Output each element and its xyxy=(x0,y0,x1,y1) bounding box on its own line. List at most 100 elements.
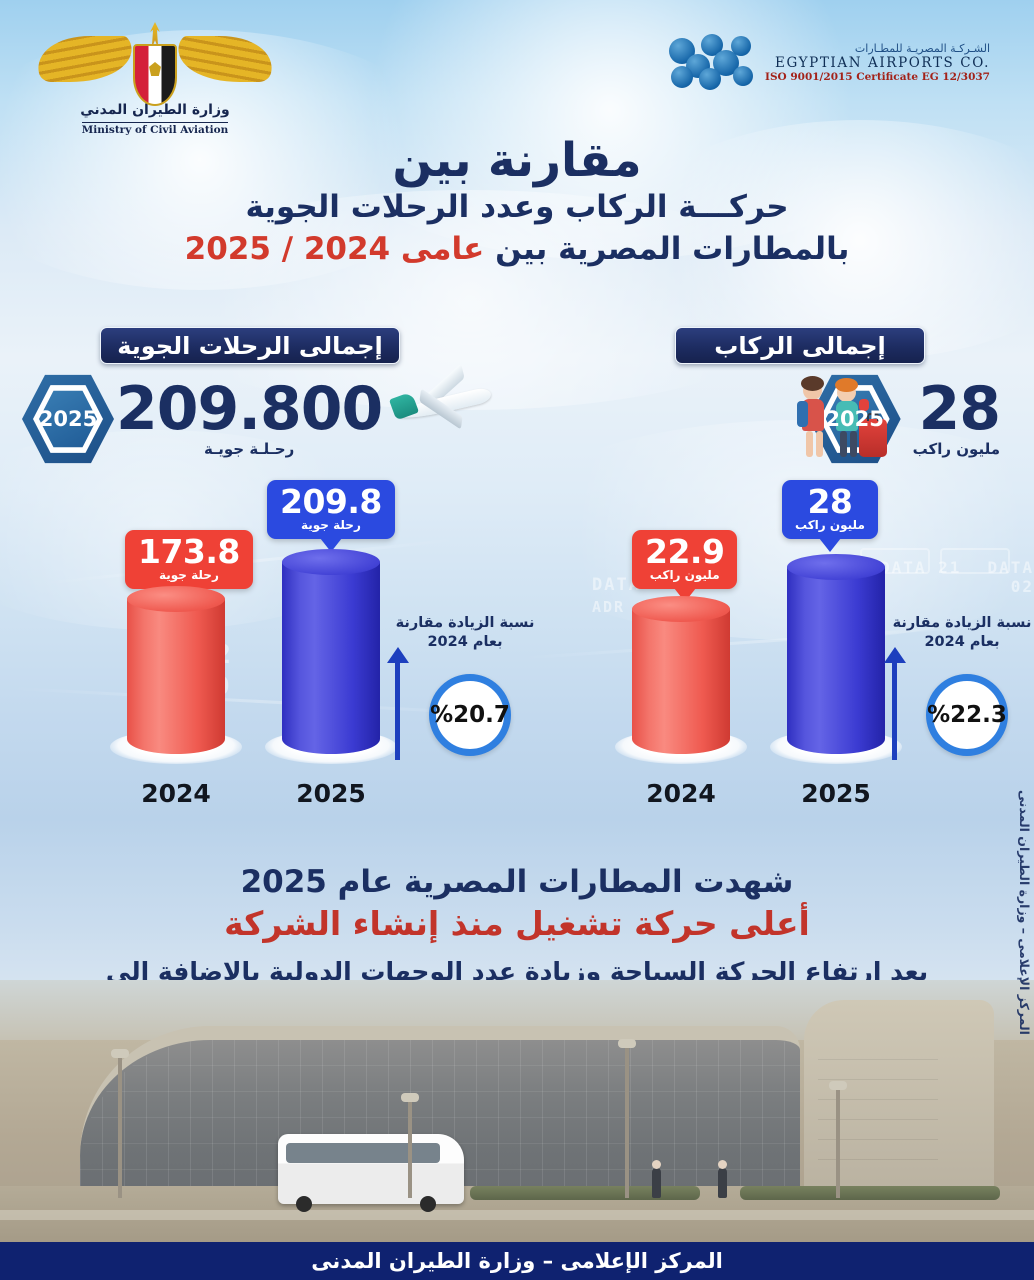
year-badge-flights: 2025 xyxy=(20,370,116,468)
summary-flights-unit: رحـلـة جويـة xyxy=(204,439,295,458)
summary-flights-value: 209.800 xyxy=(116,373,383,444)
bar-label-2025-flights: 209.8 رحلة جوية xyxy=(267,480,395,540)
summary-passengers-unit: مليون راكب xyxy=(912,439,1000,458)
bar-body xyxy=(127,599,225,754)
flights-chart: 173.8 رحلة جوية 209.8 رحلة جوية 2024 202… xyxy=(95,470,575,820)
bar-label-unit: مليون راكب xyxy=(795,518,865,532)
bar-top xyxy=(787,554,885,580)
title-line-1: مقارنة بين xyxy=(392,133,642,188)
title-line-3: بالمطارات المصرية بين عامى 2024 / 2025 xyxy=(0,229,1034,269)
bar-year-2025-flights: 2025 xyxy=(296,779,366,808)
street-lamp xyxy=(829,1081,847,1198)
growth-caption-passengers: نسبة الزيادة مقارنة بعام 2024 xyxy=(892,615,1032,651)
person-figure xyxy=(652,1160,661,1198)
bar-top xyxy=(632,596,730,622)
title-line-2: حركـــة الركاب وعدد الرحلات الجوية xyxy=(245,189,789,226)
title-line-3-text: بالمطارات المصرية بين xyxy=(484,231,850,268)
summary-flights-value-block: 209.800 رحـلـة جويـة xyxy=(116,373,383,458)
iso-certificate-text: ISO 9001/2015 Certificate EG 12/3037 xyxy=(765,71,990,84)
bar-2024-flights xyxy=(127,586,225,754)
bar-body xyxy=(282,562,380,754)
airplane-icon xyxy=(388,363,493,435)
wing-left-icon xyxy=(31,36,139,82)
footer-text: المركز الإعلامى – وزارة الطيران المدنى xyxy=(311,1249,723,1273)
growth-percent-flights: %20.7 xyxy=(429,674,511,756)
wing-right-icon xyxy=(171,36,279,82)
bar-top xyxy=(282,549,380,575)
egypt-flag-shield-icon xyxy=(133,44,177,106)
person-figure xyxy=(718,1160,727,1198)
photo-hedge xyxy=(740,1186,1000,1200)
company-name-english: EGYPTIAN AIRPORTS CO. xyxy=(775,54,990,71)
traveller-leg xyxy=(805,431,813,457)
traveller-passport xyxy=(858,399,869,411)
growth-caption-flights: نسبة الزيادة مقارنة بعام 2024 xyxy=(395,615,535,651)
summary-passengers-value: 28 xyxy=(918,373,1002,444)
section-heading-passengers: إجمالى الركاب xyxy=(675,327,925,364)
bar-body xyxy=(632,609,730,754)
street-lamp xyxy=(401,1093,419,1198)
bar-year-2024-passengers: 2024 xyxy=(646,779,716,808)
terminal-tower xyxy=(804,1000,994,1200)
bar-2024-passengers xyxy=(632,596,730,754)
shuttle-bus xyxy=(278,1134,464,1212)
plume-icon xyxy=(150,22,160,48)
bar-label-value: 209.8 xyxy=(280,482,382,521)
travellers-icon xyxy=(701,371,887,467)
bar-label-2024-passengers: 22.9 مليون راكب xyxy=(632,530,738,590)
traveller-hair xyxy=(834,378,858,392)
bar-label-value: 173.8 xyxy=(138,532,240,571)
title-line-3-years: عامى 2024 / 2025 xyxy=(184,231,485,268)
street-lamp xyxy=(111,1049,129,1198)
traveller-backpack xyxy=(796,401,808,427)
growth-percent-passengers: %22.3 xyxy=(926,674,1008,756)
bar-label-unit: مليون راكب xyxy=(649,568,720,582)
bar-label-unit: رحلة جوية xyxy=(159,568,219,582)
bar-2025-passengers xyxy=(787,554,885,754)
bar-label-2024-flights: 173.8 رحلة جوية xyxy=(125,530,253,590)
bar-2025-flights xyxy=(282,549,380,754)
side-credit-text: المركز الإعلامى – وزارة الطيران المدنى xyxy=(1017,790,1032,1035)
company-logo: الشـركـة المصريـة للمطـارات EGYPTIAN AIR… xyxy=(669,34,990,92)
statement-line-2: أعلى حركة تشغيل منذ إنشاء الشركة xyxy=(224,904,810,944)
summary-passengers: 2025 28 مليون راكب xyxy=(660,370,1002,468)
section-heading-flights: إجمالى الرحلات الجوية xyxy=(100,327,400,364)
bar-top xyxy=(127,586,225,612)
passengers-chart: 22.9 مليون راكب 28 مليون راكب 2024 2025 … xyxy=(600,470,1034,820)
bar-label-2025-passengers: 28 مليون راكب xyxy=(782,480,878,540)
traveller-leg xyxy=(839,431,847,457)
summary-flights: 2025 209.800 رحـلـة جويـة xyxy=(20,363,493,468)
page-title: مقارنة بين حركـــة الركاب وعدد الرحلات ا… xyxy=(0,136,1034,269)
ministry-name-arabic: وزارة الطيران المدني xyxy=(80,102,230,118)
bar-label-unit: رحلة جوية xyxy=(301,518,361,532)
summary-passengers-value-block: 28 مليون راكب xyxy=(912,373,1002,458)
bar-body xyxy=(787,567,885,754)
bar-label-value: 28 xyxy=(807,482,853,521)
traveller-suitcase xyxy=(858,419,887,457)
year-badge-passengers-label: 2025 xyxy=(825,407,884,431)
ministry-name-english: Ministry of Civil Aviation xyxy=(81,122,229,136)
ministry-logo: وزارة الطيران المدني Ministry of Civil A… xyxy=(30,22,280,137)
street-lamp xyxy=(618,1039,636,1198)
hexagon-inner xyxy=(39,390,97,448)
statement-line-1: شهدت المطارات المصرية عام 2025 xyxy=(240,864,794,900)
footer-bar: المركز الإعلامى – وزارة الطيران المدنى xyxy=(0,1242,1034,1280)
charts-band: 173.8 رحلة جوية 209.8 رحلة جوية 2024 202… xyxy=(0,470,1034,820)
bar-year-2025-passengers: 2025 xyxy=(801,779,871,808)
growth-arrow-up-icon xyxy=(892,660,897,760)
bar-year-2024-flights: 2024 xyxy=(141,779,211,808)
traveller-leg xyxy=(815,431,823,457)
photo-hedge xyxy=(470,1186,700,1200)
traveller-leg xyxy=(849,431,857,457)
photo-road xyxy=(0,1210,1034,1220)
year-badge-flights-label: 2025 xyxy=(38,407,98,431)
traveller-hair xyxy=(800,376,824,391)
wings-emblem-icon xyxy=(30,22,280,106)
eac-symbol-icon xyxy=(669,34,755,92)
suitcase-handle xyxy=(866,413,879,421)
company-name-arabic: الشـركـة المصريـة للمطـارات xyxy=(854,41,990,55)
airport-terminal-photo xyxy=(0,980,1034,1242)
traveller-torso xyxy=(835,401,858,431)
growth-arrow-up-icon xyxy=(395,660,400,760)
